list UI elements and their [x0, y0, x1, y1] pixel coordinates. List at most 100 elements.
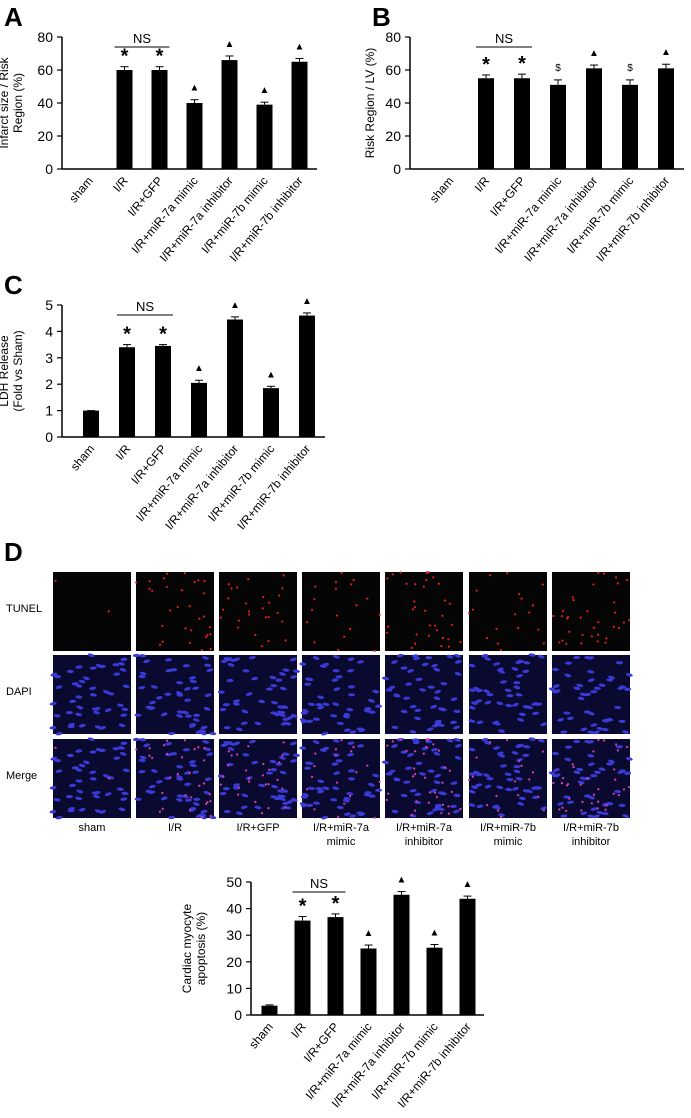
y-tick-label: 1 — [45, 403, 53, 419]
tunel-signal — [352, 745, 355, 749]
tunel-signal — [414, 583, 417, 586]
nucleus — [95, 664, 103, 668]
significance-marker: * — [156, 46, 164, 68]
nucleus — [446, 738, 454, 743]
tunel-signal — [411, 608, 415, 611]
nucleus — [528, 737, 536, 741]
tunel-signal — [209, 647, 212, 651]
tunel-signal — [184, 627, 187, 630]
nucleus — [304, 682, 312, 686]
nucleus — [317, 789, 325, 794]
tunel-signal — [247, 610, 251, 613]
tunel-signal — [531, 604, 535, 607]
nucleus — [430, 704, 437, 709]
nucleus — [299, 802, 307, 807]
y-tick-label: 60 — [37, 62, 53, 78]
tunel-signal — [592, 750, 595, 753]
tunel-signal — [158, 810, 162, 813]
error-bar — [303, 312, 311, 316]
nucleus — [148, 706, 156, 711]
tunel-signal — [495, 794, 498, 798]
tunel-signal — [267, 616, 270, 619]
nucleus — [587, 656, 595, 660]
nucleus — [414, 792, 422, 797]
significance-marker: ▲ — [397, 875, 407, 886]
tunel-signal — [617, 794, 620, 797]
nucleus — [290, 657, 297, 662]
nucleus — [468, 789, 476, 794]
tunel-signal — [162, 744, 166, 747]
nucleus — [206, 668, 214, 672]
tunel-signal — [443, 599, 447, 602]
micrograph-bg — [469, 572, 547, 651]
nucleus — [112, 747, 120, 751]
tunel-signal — [565, 809, 568, 812]
nucleus — [481, 653, 489, 658]
tunel-signal — [427, 571, 430, 574]
nucleus — [93, 790, 101, 795]
tunel-signal — [528, 611, 531, 614]
tunel-signal — [424, 609, 427, 612]
nucleus — [388, 685, 396, 690]
tunel-signal — [107, 777, 110, 780]
nucleus — [138, 770, 146, 774]
nucleus — [75, 796, 83, 801]
nucleus — [189, 808, 196, 812]
nucleus — [590, 723, 598, 727]
nucleus — [468, 719, 476, 723]
micrograph — [552, 571, 631, 651]
column-label: mimic — [327, 836, 356, 848]
nucleus — [200, 725, 208, 730]
tunel-signal — [581, 800, 584, 803]
y-axis-label: Risk Region / LV (%) — [363, 48, 377, 158]
y-tick-label: 0 — [234, 1007, 242, 1023]
nucleus — [608, 759, 615, 764]
tunel-signal — [200, 648, 204, 652]
nucleus — [540, 806, 548, 811]
tunel-signal — [248, 780, 251, 783]
tunel-signal — [443, 766, 447, 769]
nucleus — [580, 811, 588, 816]
tunel-signal — [203, 592, 206, 595]
nucleus — [204, 663, 212, 667]
nucleus — [240, 721, 248, 726]
nucleus — [476, 720, 484, 725]
tunel-signal — [496, 809, 500, 812]
nucleus — [434, 773, 442, 778]
tunel-signal — [514, 780, 517, 783]
tunel-signal — [135, 748, 138, 751]
nucleus — [505, 703, 513, 708]
tunel-signal — [581, 633, 584, 636]
nucleus — [160, 712, 168, 717]
tunel-signal — [450, 623, 453, 626]
micrograph — [548, 738, 633, 819]
tunel-signal — [541, 750, 544, 753]
nucleus — [315, 703, 323, 707]
tunel-signal — [352, 578, 355, 582]
nucleus — [470, 785, 478, 789]
bar — [478, 78, 494, 169]
nucleus — [245, 692, 253, 696]
nucleus — [342, 714, 350, 719]
tunel-signal — [148, 587, 151, 590]
nucleus — [69, 783, 77, 787]
nucleus — [601, 811, 609, 816]
tunel-signal — [414, 809, 417, 812]
nucleus — [476, 804, 484, 809]
tunel-signal — [435, 629, 439, 632]
nucleus — [139, 738, 147, 742]
nucleus — [265, 687, 273, 691]
nucleus — [523, 745, 531, 749]
nucleus — [116, 787, 124, 791]
error-bar — [225, 55, 234, 61]
tunel-signal — [373, 649, 376, 652]
nucleus — [270, 684, 278, 688]
tunel-signal — [334, 581, 338, 584]
tunel-signal — [247, 777, 251, 780]
x-tick-label: I/R+miR-7a mimic — [492, 174, 564, 256]
error-bar — [295, 57, 304, 62]
tunel-signal — [604, 808, 607, 811]
tunel-signal — [422, 752, 425, 755]
nucleus — [176, 714, 183, 718]
nucleus — [93, 794, 100, 799]
